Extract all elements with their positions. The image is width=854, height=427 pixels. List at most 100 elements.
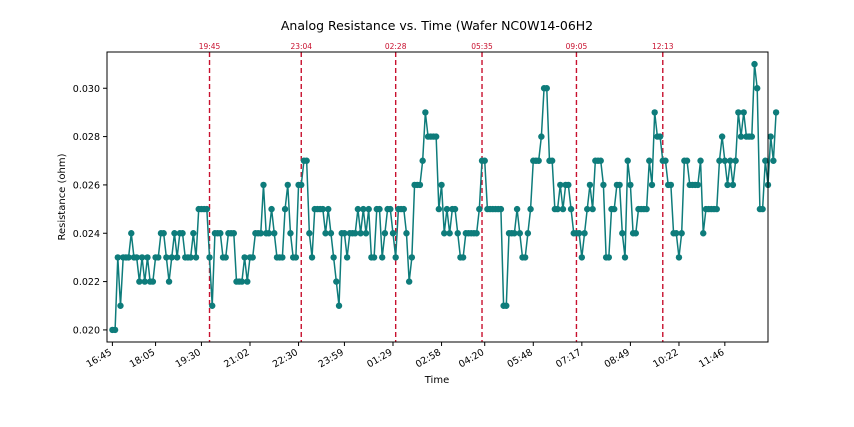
data-point <box>441 230 448 237</box>
time-marker-label: 12:13 <box>652 42 674 51</box>
x-tick-label: 01:29 <box>365 347 394 370</box>
data-point <box>476 205 483 213</box>
data-point <box>322 230 329 237</box>
data-point <box>287 230 294 237</box>
data-point <box>352 230 359 237</box>
data-point <box>473 230 480 237</box>
data-point <box>559 205 567 213</box>
data-point <box>141 278 148 285</box>
x-axis-label: Time <box>424 375 449 386</box>
x-tick-label: 16:45 <box>85 347 114 370</box>
data-point <box>271 230 278 237</box>
data-point <box>333 278 340 285</box>
data-point <box>643 205 650 213</box>
data-point <box>230 230 238 237</box>
data-point <box>206 254 213 261</box>
data-point <box>772 109 780 116</box>
data-point <box>378 254 386 261</box>
data-point <box>155 254 162 261</box>
data-point <box>192 254 200 261</box>
time-marker-label: 02:28 <box>385 42 407 51</box>
data-point <box>616 181 623 189</box>
data-point <box>238 278 246 285</box>
data-point <box>751 60 758 68</box>
data-point <box>438 181 445 189</box>
data-point <box>416 181 424 189</box>
data-point <box>241 254 248 261</box>
time-marker-label: 05:35 <box>471 42 493 51</box>
data-point <box>762 157 769 164</box>
data-point <box>648 181 656 189</box>
data-point <box>392 254 399 261</box>
data-point <box>673 230 680 237</box>
data-point <box>754 85 761 92</box>
data-point <box>187 254 194 261</box>
data-point <box>557 181 564 189</box>
data-point <box>303 157 310 164</box>
data-point <box>360 205 367 213</box>
data-point <box>538 133 545 140</box>
data-point <box>584 205 591 213</box>
y-tick-label: 0.026 <box>73 180 100 191</box>
data-point <box>459 254 467 261</box>
data-point <box>543 85 550 92</box>
data-point <box>403 230 410 237</box>
data-point <box>144 254 151 261</box>
data-point <box>111 326 119 334</box>
data-point <box>125 254 132 261</box>
x-tick-label: 11:46 <box>697 347 726 370</box>
data-point <box>497 205 505 213</box>
data-point <box>163 254 170 261</box>
x-tick-label: 04:20 <box>457 347 486 370</box>
data-point <box>667 181 675 189</box>
data-point <box>381 230 389 237</box>
data-point <box>365 205 372 213</box>
data-point <box>168 254 175 261</box>
data-point <box>209 302 216 309</box>
x-tick-label: 23:59 <box>317 347 346 370</box>
data-point <box>422 109 429 116</box>
x-tick-label: 22:30 <box>271 347 300 370</box>
data-point <box>435 205 443 213</box>
y-tick-label: 0.022 <box>73 277 100 288</box>
data-point <box>222 254 229 261</box>
data-point <box>697 157 704 164</box>
data-point <box>319 205 327 213</box>
data-point <box>729 181 737 189</box>
series-line <box>112 63 777 331</box>
data-point <box>740 109 747 116</box>
data-point <box>718 133 726 140</box>
y-axis: 0.020 0.022 0.024 0.026 0.028 0.030 <box>73 84 107 336</box>
data-point <box>516 230 523 237</box>
data-point <box>138 254 146 261</box>
data-point <box>694 181 702 189</box>
data-point <box>511 230 518 237</box>
data-point <box>362 230 370 237</box>
data-point <box>683 157 691 164</box>
data-point <box>330 254 337 261</box>
data-point <box>737 133 745 140</box>
data-point <box>767 133 774 140</box>
data-point <box>575 230 583 237</box>
data-point <box>257 230 264 237</box>
data-point <box>173 254 181 261</box>
data-point <box>217 230 224 237</box>
data-point <box>357 230 364 237</box>
data-point <box>292 254 300 261</box>
data-point <box>700 230 707 237</box>
data-point <box>265 230 273 237</box>
data-point <box>281 205 289 213</box>
data-point <box>548 157 556 164</box>
data-point <box>335 302 343 309</box>
data-point <box>578 254 586 261</box>
x-tick-label: 02:58 <box>414 347 443 370</box>
data-point <box>306 230 313 237</box>
data-point <box>114 254 121 261</box>
data-point <box>376 205 383 213</box>
data-point <box>713 205 720 213</box>
data-point <box>724 181 731 189</box>
y-tick-label: 0.020 <box>73 325 100 336</box>
x-tick-label: 10:22 <box>651 347 680 370</box>
data-point <box>770 157 777 164</box>
time-marker-label: 09:05 <box>566 42 588 51</box>
